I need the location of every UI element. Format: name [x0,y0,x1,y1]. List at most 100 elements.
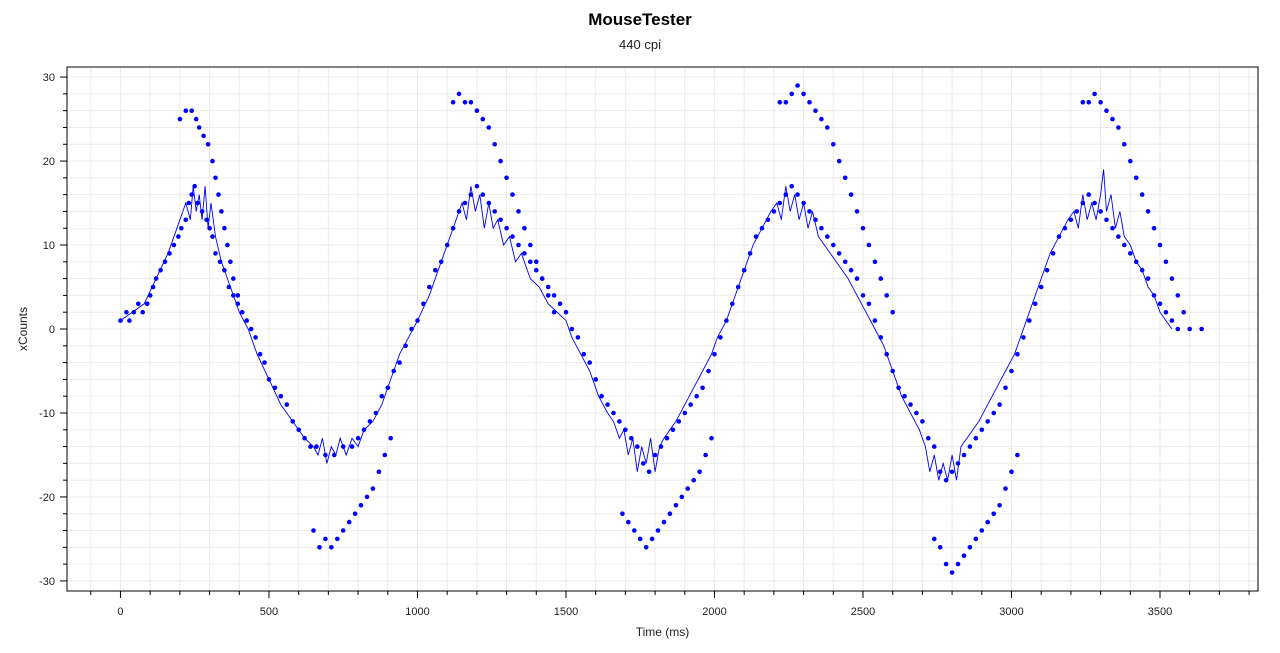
grid-layer [67,67,1258,591]
data-point [712,351,717,357]
data-point [474,108,480,113]
data-point [1015,452,1020,458]
data-point [210,234,215,239]
data-point [1032,301,1038,307]
data-point [1104,108,1109,113]
data-point [228,259,233,265]
data-point [176,234,181,239]
data-point [593,377,598,382]
data-point [1098,209,1103,214]
data-point [462,200,468,206]
data-point [673,503,679,508]
data-point [661,519,667,525]
data-point [492,142,498,147]
data-point [1080,100,1086,105]
data-point [914,410,919,416]
data-point [189,192,194,197]
data-point [831,142,836,147]
data-point [397,360,402,365]
data-point [480,116,486,122]
data-point [926,435,931,441]
data-point [355,435,361,441]
data-point [450,100,456,105]
data-point [801,91,806,97]
data-point [557,301,563,307]
data-point [605,402,610,407]
data-point [193,116,199,122]
data-point [789,91,794,97]
data-point [433,267,438,273]
data-point [352,511,358,516]
data-point [474,183,480,189]
data-point [635,444,640,449]
data-point [183,217,189,223]
data-point [222,225,227,231]
data-point [854,276,860,281]
data-point [183,108,189,113]
data-point [718,335,723,340]
data-point [587,360,592,365]
data-point [652,452,658,458]
data-point [807,209,812,214]
data-point [866,301,872,307]
data-point [1044,267,1050,273]
data-point [700,385,705,391]
y-tick-label: 10 [43,240,55,252]
data-point [682,410,688,416]
data-point [955,561,961,567]
data-point [1163,259,1169,265]
data-point [1086,100,1091,105]
data-point [196,125,202,130]
data-point [186,200,192,206]
y-tick-label: 0 [49,324,55,336]
data-point [131,309,137,315]
data-point [575,335,581,340]
y-tick-label: -20 [39,492,55,504]
data-point [323,536,328,542]
x-tick-label: 3500 [1148,606,1172,618]
data-point [522,225,527,231]
data-point [382,452,388,458]
data-point [278,393,284,399]
data-point [878,276,884,281]
data-point [127,318,132,323]
data-point [691,477,696,483]
data-point [498,158,503,164]
data-point [688,402,693,407]
data-point [807,100,812,105]
data-point [379,393,385,399]
data-point [358,503,364,508]
axis-layer: 0 500 1000 1500 2000 2500 3000 3500 -30 -20 -10 0 10… [39,72,1250,618]
x-tick-label: 500 [260,606,278,618]
data-point [219,209,224,214]
data-point [908,402,913,407]
data-point [522,251,527,256]
data-point [364,494,370,500]
data-point [1199,326,1204,332]
data-point [516,209,521,214]
data-point [1092,91,1097,97]
data-point [694,393,699,399]
data-point [1027,318,1032,323]
data-point [643,545,649,550]
data-point [955,461,961,466]
data-point [1181,309,1186,315]
x-tick-label: 2000 [702,606,726,618]
data-point [842,175,848,181]
data-point [836,158,842,164]
data-point [646,469,652,475]
data-point [1157,301,1163,307]
data-point [1145,209,1151,214]
data-point [239,309,245,315]
data-point [813,108,818,113]
data-point [204,217,209,223]
data-point [697,469,702,475]
data-point [340,528,346,533]
data-point [545,284,551,290]
data-point [973,435,979,441]
data-point [124,309,129,315]
data-point [949,469,955,475]
data-point [831,242,836,248]
series-layer [118,83,1204,575]
